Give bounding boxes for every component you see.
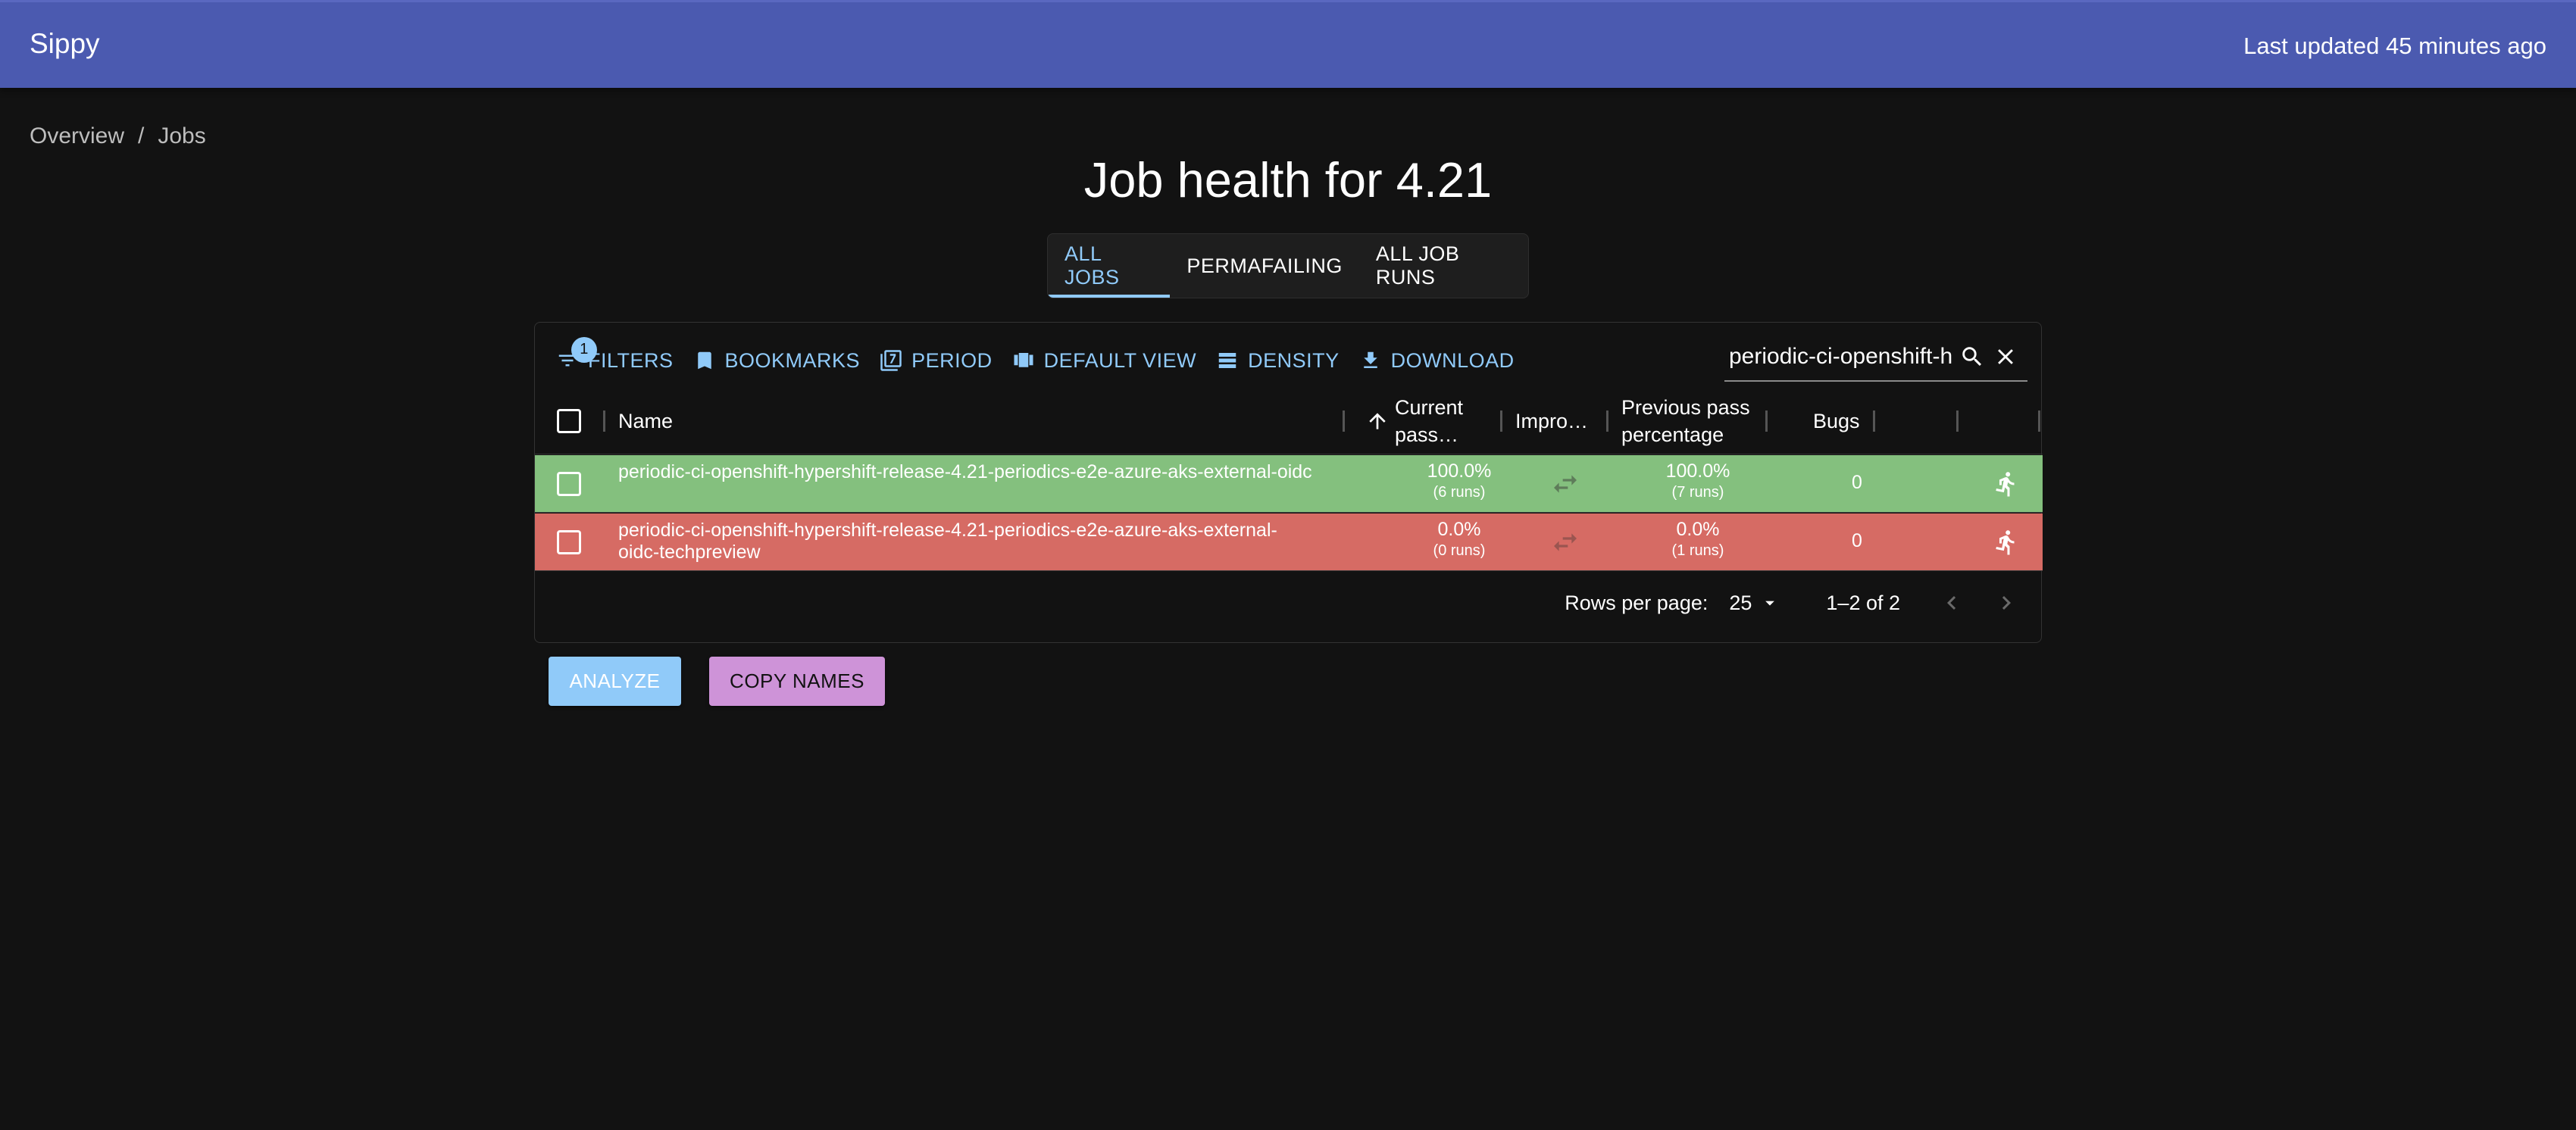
search-input[interactable]: periodic-ci-openshift-hypershift: [1729, 344, 1952, 369]
sort-arrow-up-icon[interactable]: [1365, 409, 1390, 433]
download-label: DOWNLOAD: [1390, 348, 1515, 372]
previous-pass-cell: 0.0% (1 runs): [1633, 518, 1762, 560]
filters-button[interactable]: 1 FILTERS: [556, 336, 674, 373]
density-label: DENSITY: [1248, 348, 1340, 372]
search-icon[interactable]: [1959, 344, 1985, 370]
breadcrumb-jobs: Jobs: [158, 123, 206, 148]
filter-icon: [558, 354, 577, 367]
analyze-button[interactable]: ANALYZE: [549, 657, 681, 706]
column-header-current-pass[interactable]: Current pass…: [1395, 394, 1463, 448]
period-icon: [880, 350, 902, 371]
current-pass-cell: 0.0% (0 runs): [1414, 518, 1505, 560]
rows-per-page-label: Rows per page:: [1565, 591, 1708, 614]
previous-pass-header-line1: Previous pass: [1621, 396, 1750, 419]
filters-label: FILTERS: [588, 348, 674, 372]
dropdown-arrow-icon: [1765, 601, 1775, 606]
bugs-count: 0: [1852, 472, 1862, 493]
column-separator[interactable]: [1956, 410, 1959, 432]
copy-names-button[interactable]: COPY NAMES: [709, 657, 885, 706]
previous-pass-value: 100.0%: [1665, 460, 1730, 482]
column-separator[interactable]: [1343, 410, 1345, 432]
column-separator[interactable]: [1873, 410, 1875, 432]
bugs-count: 0: [1852, 530, 1862, 551]
job-name[interactable]: periodic-ci-openshift-hypershift-release…: [618, 461, 1312, 482]
job-name[interactable]: periodic-ci-openshift-hypershift-release…: [618, 520, 1277, 563]
current-pass-value: 100.0%: [1427, 460, 1492, 482]
breadcrumb-separator: /: [138, 123, 145, 148]
app-title[interactable]: Sippy: [30, 28, 100, 59]
previous-pass-value: 0.0%: [1676, 519, 1720, 540]
pagination: Rows per page: 25 1–2 of 2: [535, 573, 2043, 633]
last-updated-text: Last updated 45 minutes ago: [2243, 33, 2546, 59]
period-label: PERIOD: [911, 348, 993, 372]
column-header-name[interactable]: Name: [618, 410, 674, 432]
download-button[interactable]: DOWNLOAD: [1359, 349, 1515, 373]
row-checkbox[interactable]: [557, 530, 581, 554]
bookmarks-label: BOOKMARKS: [724, 348, 861, 372]
column-header-improvement[interactable]: Impro…: [1515, 410, 1589, 432]
tab-all-jobs[interactable]: ALL JOBS: [1048, 234, 1171, 298]
column-header-row: Name Current pass… Impro… Previous pass …: [535, 388, 2043, 454]
run-icon[interactable]: [1993, 529, 2020, 556]
current-pass-cell: 100.0% (6 runs): [1414, 460, 1505, 502]
bookmark-icon: [697, 351, 711, 370]
chevron-left-icon[interactable]: [1938, 589, 1965, 617]
grid-toolbar: 1 FILTERS BOOKMARKS PERIOD DEFAULT VIEW …: [556, 336, 1515, 383]
previous-runs-value: (7 runs): [1671, 484, 1724, 501]
swap-icon: [1554, 533, 1577, 551]
column-separator[interactable]: [1500, 410, 1502, 432]
run-icon[interactable]: [1993, 470, 2020, 498]
breadcrumb-overview[interactable]: Overview: [30, 123, 125, 148]
swap-icon: [1554, 475, 1577, 493]
rows-per-page-select[interactable]: 25: [1729, 592, 1780, 615]
search-field[interactable]: periodic-ci-openshift-hypershift: [1724, 333, 2027, 382]
close-icon[interactable]: [1993, 344, 2018, 370]
period-button[interactable]: PERIOD: [880, 349, 993, 373]
column-separator[interactable]: [1606, 410, 1608, 432]
row-checkbox[interactable]: [557, 472, 581, 496]
current-pass-header-line2: pass…: [1395, 423, 1459, 446]
density-icon: [1218, 353, 1236, 368]
page-title: Job health for 4.21: [1083, 152, 1493, 208]
filters-count-badge: 1: [571, 336, 597, 363]
download-icon: [1363, 351, 1377, 368]
tab-all-job-runs[interactable]: ALL JOB RUNS: [1375, 242, 1460, 289]
current-pass-header-line1: Current: [1395, 396, 1464, 419]
current-runs-value: (0 runs): [1433, 542, 1486, 559]
table-row[interactable]: periodic-ci-openshift-hypershift-release…: [535, 513, 2043, 571]
bookmarks-button[interactable]: BOOKMARKS: [693, 349, 861, 373]
table-row[interactable]: periodic-ci-openshift-hypershift-release…: [535, 455, 2043, 513]
column-header-previous-pass[interactable]: Previous pass percentage: [1621, 394, 1750, 448]
jobs-data-grid: 1 FILTERS BOOKMARKS PERIOD DEFAULT VIEW …: [534, 322, 2043, 643]
default-view-label: DEFAULT VIEW: [1043, 348, 1197, 372]
column-separator[interactable]: [603, 410, 605, 432]
default-view-button[interactable]: DEFAULT VIEW: [1012, 349, 1197, 373]
tab-bar: ALL JOBS PERMAFAILING ALL JOB RUNS: [1047, 233, 1529, 298]
page-range: 1–2 of 2: [1826, 591, 1900, 614]
density-button[interactable]: DENSITY: [1216, 349, 1340, 373]
column-separator[interactable]: [1765, 410, 1768, 432]
previous-pass-cell: 100.0% (7 runs): [1633, 460, 1762, 502]
rows-per-page-value: 25: [1729, 591, 1752, 614]
tab-permafailing[interactable]: PERMAFAILING: [1186, 254, 1343, 277]
chevron-right-icon[interactable]: [1993, 589, 2020, 617]
app-bar: Sippy Last updated 45 minutes ago: [0, 0, 2576, 88]
view-icon: [1014, 353, 1033, 367]
select-all-checkbox[interactable]: [557, 409, 581, 433]
previous-runs-value: (1 runs): [1671, 542, 1724, 559]
column-separator[interactable]: [2038, 410, 2040, 432]
previous-pass-header-line2: percentage: [1621, 423, 1724, 446]
current-pass-value: 0.0%: [1437, 519, 1481, 540]
current-runs-value: (6 runs): [1433, 484, 1486, 501]
breadcrumb: Overview / Jobs: [30, 123, 206, 149]
column-header-bugs[interactable]: Bugs: [1813, 410, 1860, 432]
